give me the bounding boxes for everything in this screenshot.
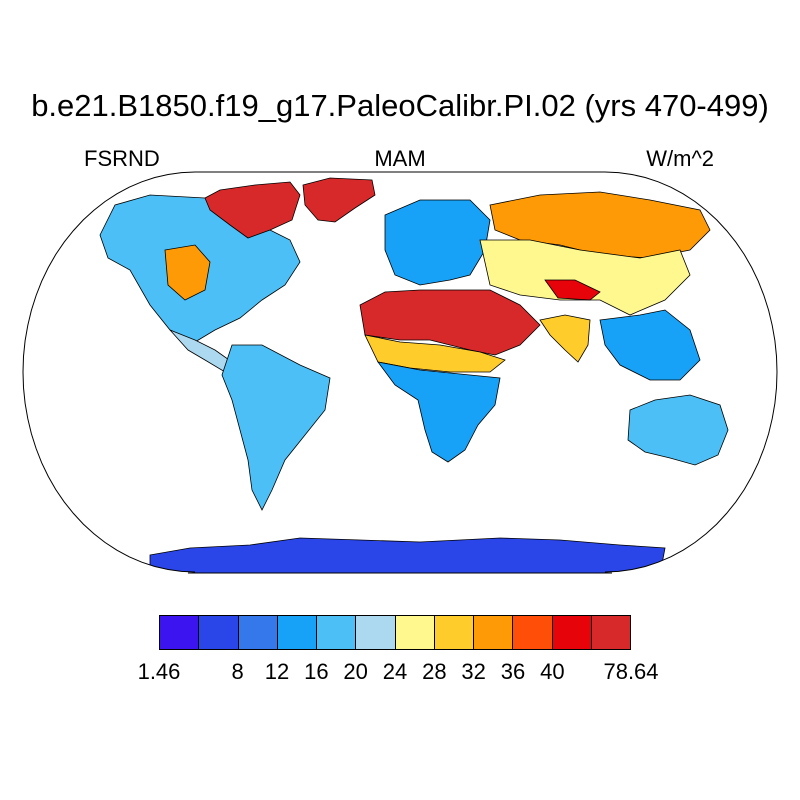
land-field-layer — [99, 177, 729, 573]
region-india — [539, 314, 591, 363]
colorbar-box — [199, 616, 239, 649]
colorbar-tick-label: 32 — [461, 659, 486, 684]
season-label: MAM — [374, 146, 426, 171]
colorbar-tick-label: 78.64 — [603, 659, 659, 684]
colorbar-tick-label: 8 — [231, 659, 244, 684]
colorbar-box — [513, 616, 553, 649]
region-us-southwest — [164, 244, 211, 301]
colorbar-tick-label: 36 — [500, 659, 526, 684]
region-europe — [384, 199, 491, 286]
colorbar-tick-label: 1.46 — [137, 659, 181, 684]
region-australia — [627, 394, 729, 466]
colorbar-tick-label: 24 — [382, 659, 408, 684]
colorbar-box — [474, 616, 514, 649]
variable-label: FSRND — [84, 146, 160, 171]
plot-title: b.e21.B1850.f19_g17.PaleoCalibr.PI.02 (y… — [31, 88, 769, 123]
region-africa-south — [377, 361, 501, 463]
colorbar-box — [238, 616, 278, 649]
region-greenland — [302, 177, 376, 223]
colorbar-box — [317, 616, 357, 649]
region-central-asia — [479, 239, 691, 316]
colorbar-tick-label: 40 — [540, 659, 565, 684]
colorbar-box — [552, 616, 592, 649]
region-tibet — [544, 279, 601, 301]
colorbar-box — [434, 616, 474, 649]
map-outline — [22, 171, 778, 574]
region-antarctica — [149, 537, 666, 573]
region-south-america — [221, 344, 331, 511]
colorbar-tick-label: 20 — [343, 659, 368, 684]
colorbar-tick-label: 12 — [264, 659, 290, 684]
colorbar-box — [160, 616, 200, 649]
colorbar-box — [591, 616, 630, 649]
units-label: W/m^2 — [646, 146, 714, 171]
colorbar — [159, 615, 631, 650]
colorbar-box — [395, 616, 435, 649]
colorbar-box — [277, 616, 317, 649]
region-southeast-asia — [599, 309, 701, 381]
colorbar-tick-label: 28 — [422, 659, 447, 684]
colorbar-box — [356, 616, 396, 649]
region-canadian-arctic — [204, 181, 301, 239]
region-sahara-arabia — [359, 289, 541, 356]
colorbar-tick-label: 16 — [304, 659, 329, 684]
